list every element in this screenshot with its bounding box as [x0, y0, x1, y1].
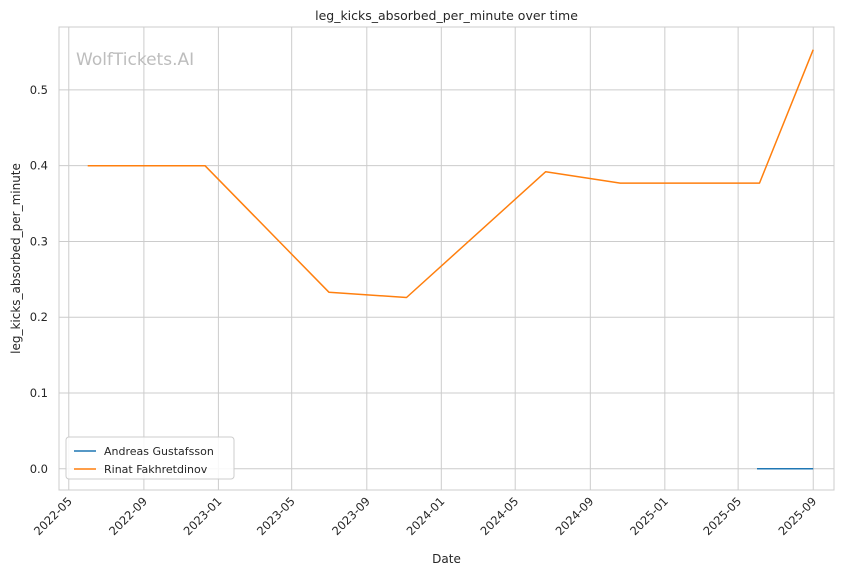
chart-title: leg_kicks_absorbed_per_minute over time	[315, 8, 578, 23]
grid	[59, 27, 834, 490]
x-tick-label: 2023-01	[181, 494, 225, 538]
y-tick-label: 0.5	[30, 83, 48, 97]
legend-entries: Andreas Gustafsson Rinat Fakhretdinov	[74, 445, 214, 476]
x-tick-label: 2022-05	[31, 494, 75, 538]
y-tick-label: 0.0	[30, 462, 48, 476]
y-tick-label: 0.2	[30, 310, 48, 324]
x-tick-label: 2024-01	[404, 494, 448, 538]
y-tick-label: 0.3	[30, 234, 48, 248]
series-line-rinat-fakhretdinov	[87, 49, 814, 299]
y-tick-labels: 0.0 0.1 0.2 0.3 0.4 0.5	[30, 83, 48, 476]
x-tick-label: 2024-09	[553, 494, 597, 538]
x-tick-label: 2025-05	[700, 494, 744, 538]
x-tick-label: 2022-09	[106, 494, 150, 538]
legend-box	[65, 436, 235, 480]
y-tick-label: 0.1	[30, 386, 48, 400]
legend-label: Andreas Gustafsson	[104, 445, 214, 458]
x-tick-label: 2025-01	[627, 494, 671, 538]
legend: Andreas Gustafsson Rinat Fakhretdinov	[65, 436, 235, 480]
x-tick-label: 2024-05	[477, 494, 521, 538]
x-tick-label: 2023-09	[329, 494, 373, 538]
x-tick-label: 2025-09	[775, 494, 819, 538]
legend-label: Rinat Fakhretdinov	[104, 463, 208, 476]
x-axis-label: Date	[432, 552, 461, 566]
y-axis-label: leg_kicks_absorbed_per_minute	[9, 163, 23, 354]
watermark: WolfTickets.AI	[76, 50, 194, 70]
y-tick-label: 0.4	[30, 159, 48, 173]
x-tick-labels: 2022-05 2022-09 2023-01 2023-05 2023-09 2024-…	[31, 494, 819, 538]
x-tick-label: 2023-05	[254, 494, 298, 538]
plot-area	[58, 26, 835, 491]
series-lines	[87, 49, 814, 470]
